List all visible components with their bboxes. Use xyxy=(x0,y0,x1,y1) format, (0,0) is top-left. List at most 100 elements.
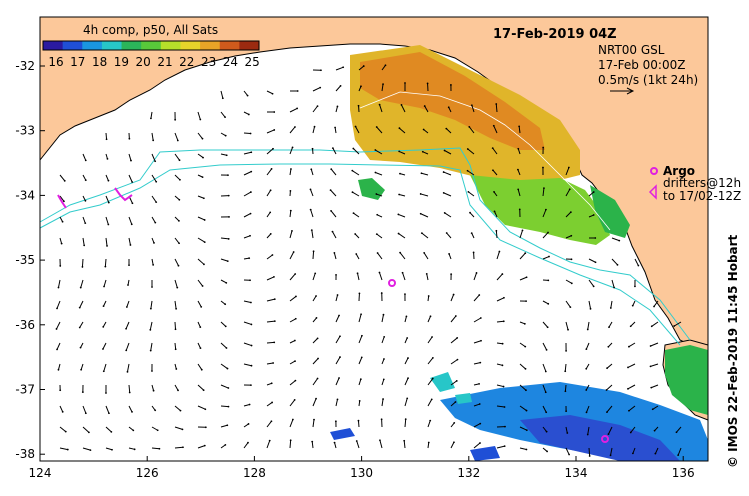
velocity-arrow xyxy=(606,405,613,413)
velocity-arrowhead xyxy=(585,367,588,370)
velocity-arrowhead xyxy=(270,382,273,385)
velocity-arrowhead xyxy=(56,307,58,310)
velocity-arrow xyxy=(266,362,274,365)
velocity-arrowhead xyxy=(249,234,251,237)
velocity-arrow xyxy=(565,235,572,239)
velocity-arrowhead xyxy=(475,272,478,274)
velocity-arrowhead xyxy=(569,306,572,309)
velocity-arrowhead xyxy=(503,445,506,448)
velocity-arrow xyxy=(59,237,63,244)
velocity-arrow xyxy=(517,189,521,197)
velocity-arrow xyxy=(82,447,91,451)
velocity-arrowhead xyxy=(358,292,361,295)
velocity-arrowhead xyxy=(503,296,505,299)
velocity-arrowhead xyxy=(399,172,401,175)
velocity-arrowhead xyxy=(293,339,296,342)
velocity-arrow xyxy=(355,126,360,134)
velocity-arrowhead xyxy=(202,197,205,200)
velocity-arrowhead xyxy=(651,408,654,411)
velocity-arrow xyxy=(492,169,498,176)
velocity-arrowhead xyxy=(356,272,359,275)
velocity-arrowhead xyxy=(422,128,425,131)
isobath-contours xyxy=(39,91,691,346)
velocity-arrow xyxy=(102,342,107,350)
velocity-arrowhead xyxy=(517,188,520,191)
velocity-arrowhead xyxy=(269,189,272,192)
velocity-arrowhead xyxy=(397,232,400,235)
velocity-arrowhead xyxy=(443,149,446,152)
velocity-arrow xyxy=(634,258,639,266)
velocity-arrow xyxy=(57,279,61,288)
velocity-arrow xyxy=(542,300,549,305)
velocity-arrowhead xyxy=(375,126,378,128)
velocity-arrow xyxy=(197,445,205,449)
velocity-arrowhead xyxy=(547,302,550,305)
velocity-arrowhead xyxy=(176,286,179,289)
argo-symbol-icon xyxy=(650,167,658,175)
velocity-arrowhead xyxy=(178,159,181,162)
velocity-arrow xyxy=(312,126,316,134)
velocity-arrowhead xyxy=(249,191,252,193)
velocity-arrow xyxy=(126,300,130,308)
velocity-arrowhead xyxy=(247,423,250,425)
velocity-arrow xyxy=(628,342,636,348)
velocity-arrowhead xyxy=(224,116,226,119)
velocity-arrowhead xyxy=(607,433,610,436)
velocity-arrow xyxy=(335,85,341,92)
velocity-arrowhead xyxy=(650,386,653,389)
velocity-arrowhead xyxy=(359,378,362,381)
velocity-arrowhead xyxy=(310,229,313,231)
velocity-arrow xyxy=(427,420,431,428)
velocity-arrowhead xyxy=(131,411,133,413)
velocity-arrowhead xyxy=(105,392,107,394)
velocity-arrow xyxy=(421,172,429,176)
velocity-arrowhead xyxy=(442,191,445,194)
velocity-arrowhead xyxy=(468,125,471,128)
velocity-arrow xyxy=(404,337,408,344)
velocity-arrowhead xyxy=(380,292,383,294)
sst-cyan-bits xyxy=(430,372,472,404)
velocity-arrowhead xyxy=(567,166,570,169)
velocity-arrow xyxy=(151,132,154,141)
velocity-arrowhead xyxy=(294,379,297,382)
velocity-arrow xyxy=(197,384,204,391)
velocity-arrow xyxy=(330,189,337,197)
velocity-arrow xyxy=(243,300,252,303)
velocity-arrowhead xyxy=(294,317,297,320)
velocity-arrowhead xyxy=(154,160,157,163)
velocity-arrowhead xyxy=(296,107,299,110)
velocity-arrowhead xyxy=(650,325,653,328)
velocity-arrowhead xyxy=(333,252,336,254)
velocity-arrow xyxy=(105,237,108,246)
velocity-arrowhead xyxy=(479,361,482,364)
velocity-arrowhead xyxy=(270,420,273,423)
velocity-arrowhead xyxy=(110,430,113,433)
velocity-arrowhead xyxy=(480,339,482,342)
velocity-arrow xyxy=(266,420,272,428)
velocity-arrow xyxy=(312,378,318,386)
velocity-arrowhead xyxy=(352,147,355,150)
legend-tick-label: 18 xyxy=(92,55,107,69)
velocity-arrow xyxy=(266,233,272,239)
velocity-arrow xyxy=(102,321,107,328)
velocity-arrow xyxy=(585,384,590,391)
velocity-arrow xyxy=(197,237,205,243)
velocity-arrowhead xyxy=(545,208,547,211)
velocity-arrowhead xyxy=(203,219,206,221)
velocity-arrow xyxy=(588,300,592,309)
velocity-arrowhead xyxy=(360,85,362,88)
velocity-arrowhead xyxy=(442,171,445,173)
velocity-arrow xyxy=(335,66,344,71)
velocity-arrow xyxy=(399,252,406,260)
velocity-arrow xyxy=(174,195,180,201)
velocity-arrow xyxy=(312,419,315,428)
y-tick-label: -34 xyxy=(15,188,35,202)
velocity-arrow xyxy=(266,254,273,260)
velocity-arrowhead xyxy=(59,389,62,392)
velocity-arrow xyxy=(220,258,228,262)
velocity-arrow xyxy=(473,403,480,407)
velocity-arrow xyxy=(518,126,521,134)
velocity-arrow xyxy=(375,149,383,155)
velocity-arrowhead xyxy=(523,322,526,325)
velocity-arrowhead xyxy=(175,368,178,370)
